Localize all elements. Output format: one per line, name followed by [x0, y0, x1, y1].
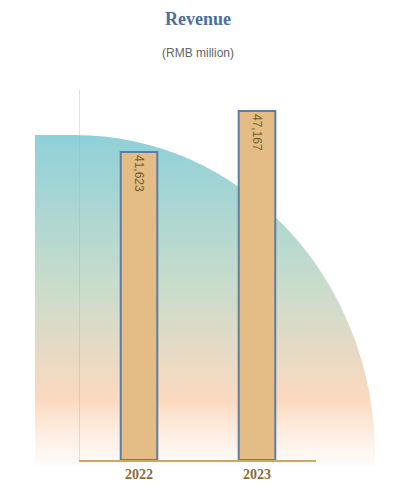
svg-text:2022: 2022 [125, 467, 153, 482]
svg-text:Revenue: Revenue [165, 9, 231, 29]
svg-text:(RMB million): (RMB million) [162, 46, 234, 60]
svg-text:47,167: 47,167 [250, 114, 264, 151]
svg-text:41,623: 41,623 [132, 155, 146, 192]
svg-text:2023: 2023 [243, 467, 271, 482]
